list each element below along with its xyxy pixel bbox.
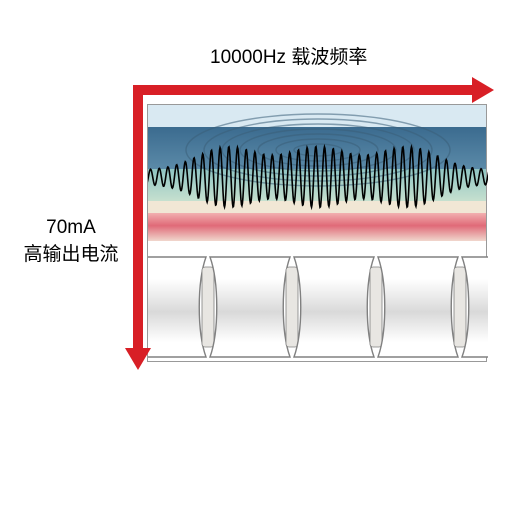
- axis-arrows: [0, 0, 532, 523]
